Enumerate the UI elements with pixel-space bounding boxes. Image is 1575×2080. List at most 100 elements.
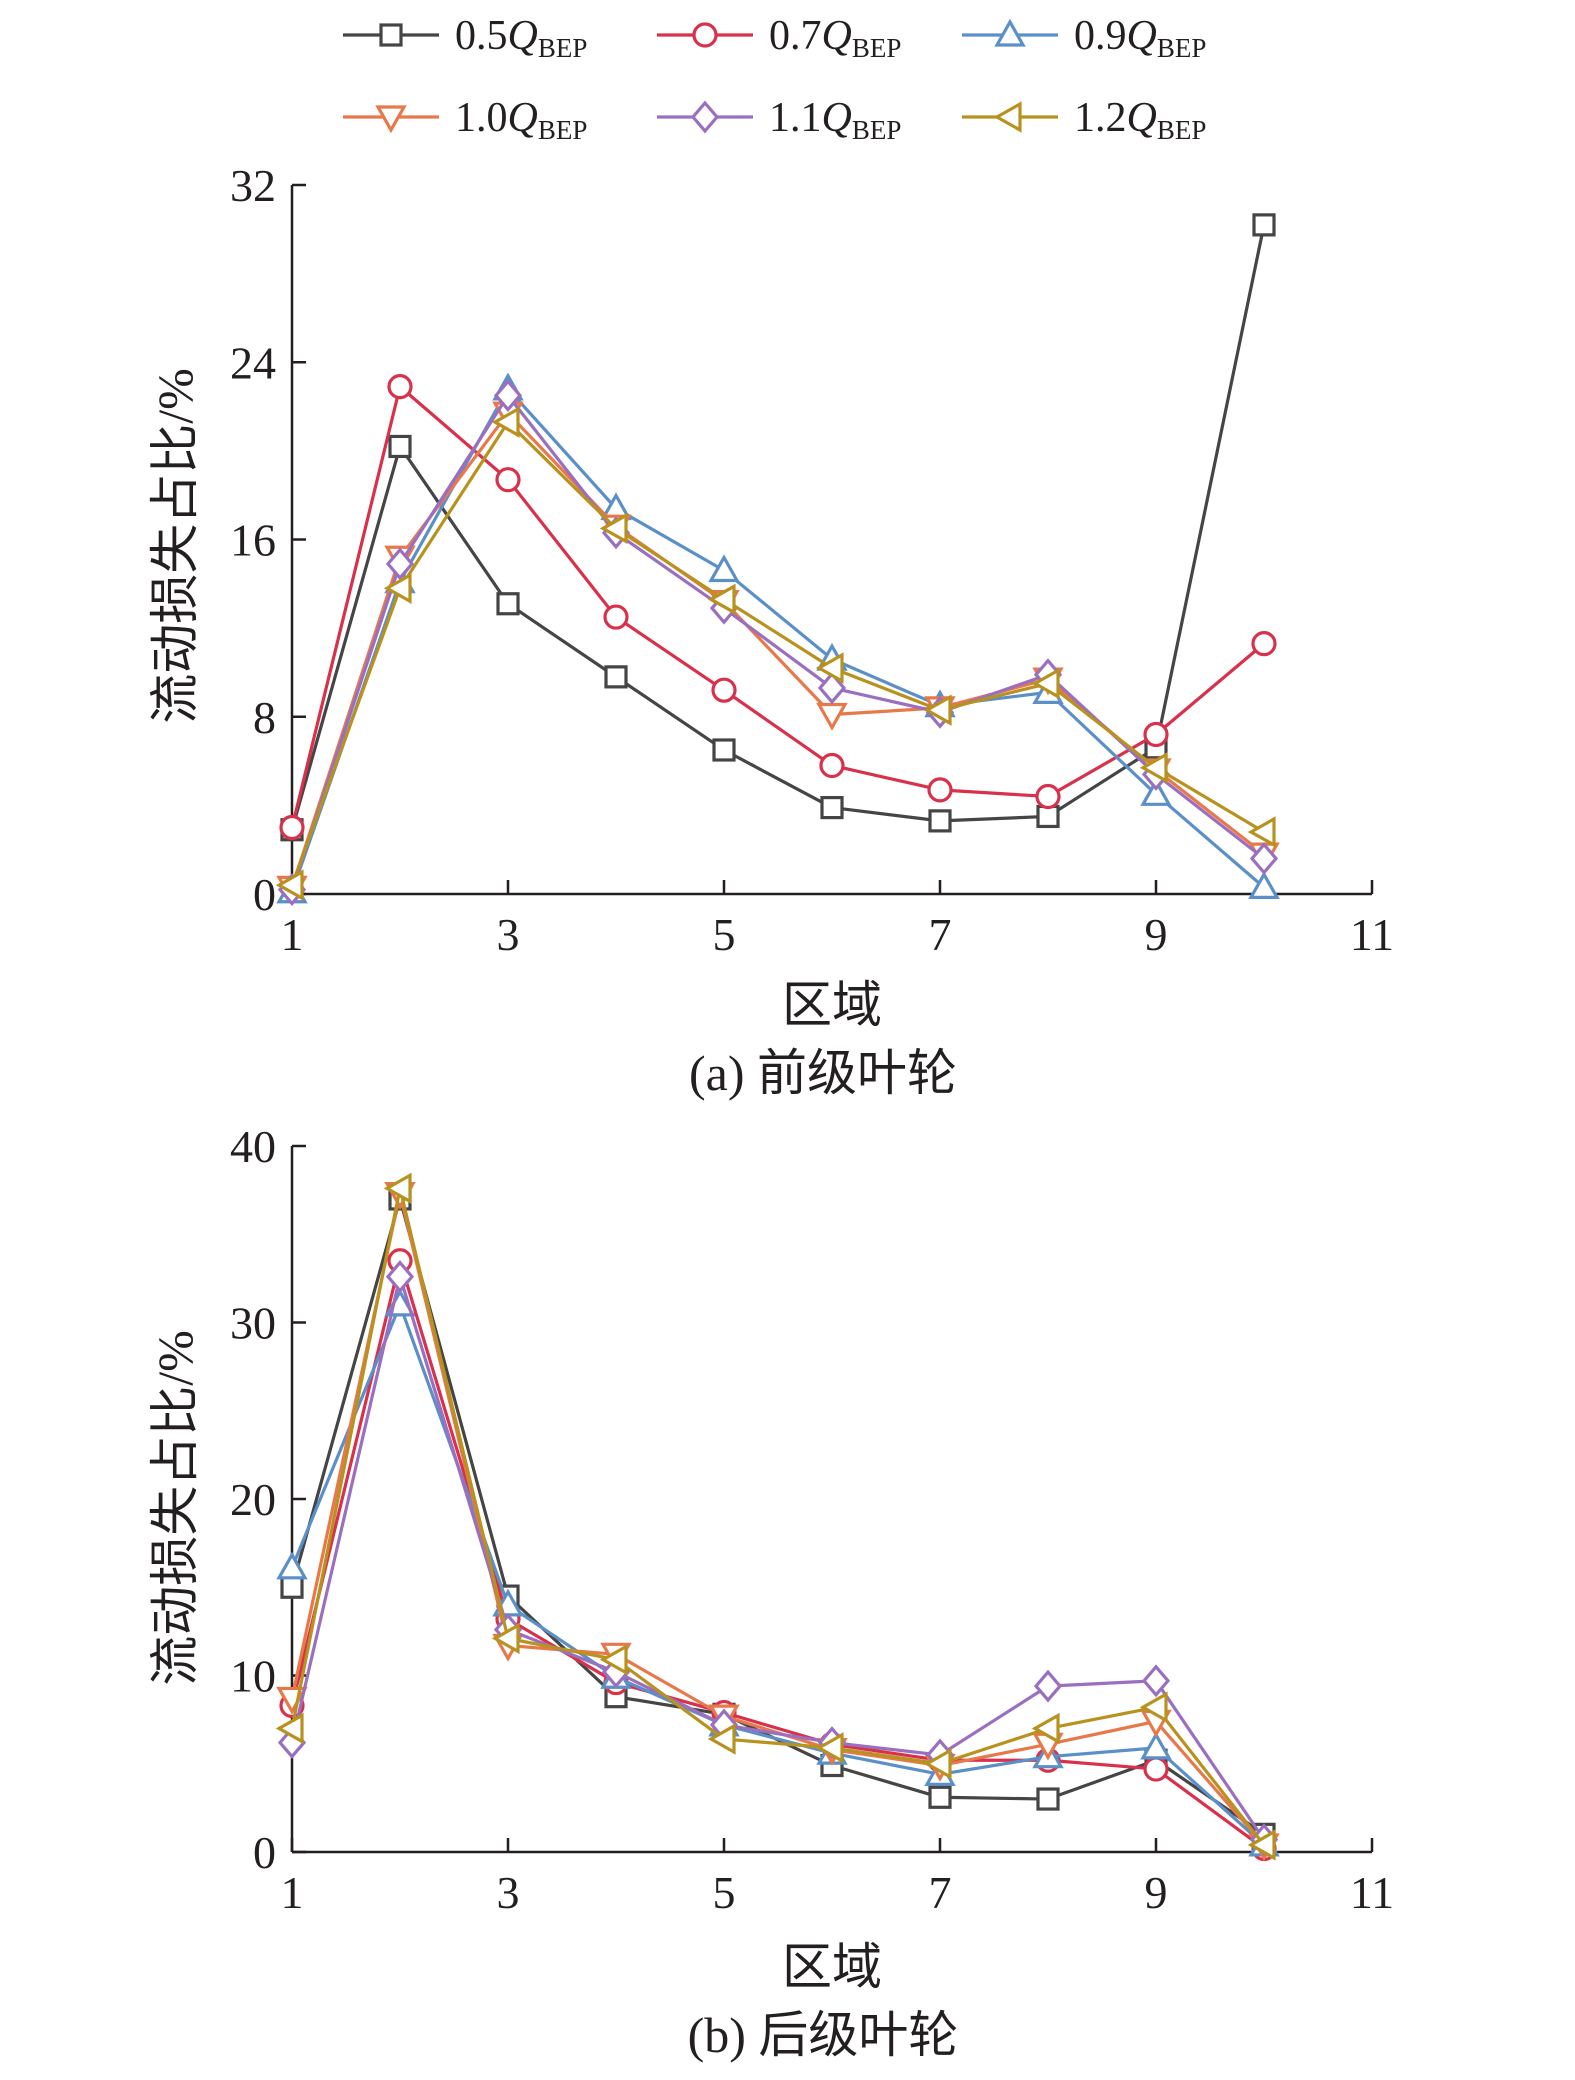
legend-item: 1.1QBEP [657,95,901,145]
legend-item: 1.0QBEP [343,95,587,145]
panel-a-data-point [712,738,736,762]
legend-q: Q [1127,95,1157,141]
legend-label: 1.1QBEP [769,95,901,145]
panel-a-data-point [817,671,847,705]
panel-b-data-point [1139,1691,1168,1724]
legend-q: Q [1127,13,1157,59]
panel-b-y-tick-label: 20 [230,1474,276,1525]
legend-marker [379,23,403,47]
panel-a-data-point [1247,816,1276,848]
panel-b-series-layer [275,1172,1280,1862]
panel-b-chart: 0 10 20 30 40 1 3 5 7 9 11 区域 流动损失占比/% (b) 后级叶轮 [147,1121,1394,2063]
panel-b-x-tick-label: 11 [1350,1867,1394,1918]
legend-label: 0.7QBEP [769,13,901,63]
panel-b-x-axis-label: 区域 [782,1939,882,1995]
panel-b-series-line [290,1259,1265,1850]
panel-b-data-point [276,1551,308,1580]
panel-b-x-tick-label: 3 [497,1867,520,1918]
panel-b-data-point [1036,1787,1060,1811]
panel-b-data-point [275,1712,304,1745]
panel-a-data-point [1036,804,1060,829]
legend-sub: BEP [538,115,588,145]
legend-q: Q [508,95,538,141]
panel-a-y-tick-label: 0 [253,869,276,920]
legend-sub: BEP [1157,33,1207,63]
legend-q: Q [822,95,852,141]
panel-a-series-line [290,224,1266,831]
legend-label: 0.5QBEP [455,13,587,63]
panel-a-series-1.2QBEP [275,406,1276,901]
panel-a-data-point [819,752,845,779]
panel-a-data-point [604,665,628,689]
panel-b-y-axis-label: 流动损失占比/% [147,1330,203,1686]
panel-a-data-point [708,554,740,583]
panel-a-y-tick-label: 32 [230,160,276,211]
panel-a-data-point [923,694,952,726]
panel-a-data-point [1251,631,1277,657]
panel-b-series-0.7QBEP [279,1248,1277,1862]
legend-item: 0.9QBEP [962,13,1206,63]
legend-marker [993,101,1022,133]
legend-sub: BEP [852,115,902,145]
panel-a-data-point [388,434,412,459]
legend-marker [692,22,718,48]
panel-a-chart: 0 8 16 24 32 1 3 5 7 9 11 区域 流动损失占比/% (a) 前级叶轮 [147,160,1394,1101]
panel-a-series-layer [275,213,1280,907]
panel-b-y-tick-label: 40 [230,1121,276,1172]
legend-item: 0.7QBEP [657,13,901,63]
panel-b-data-point [707,1723,736,1755]
panel-b-x-tick-label: 1 [281,1867,304,1918]
panel-a-series-1.0QBEP [276,401,1280,904]
panel-b-data-point [599,1643,628,1676]
panel-b-series-line [290,1275,1266,1841]
panel-a-data-point [1031,667,1060,700]
panel-b-series-1.1QBEP [277,1260,1279,1857]
legend-label: 1.0QBEP [455,95,587,145]
panel-a-x-tick-label: 7 [929,909,952,960]
panel-a-data-point [1139,751,1168,784]
panel-b-series-1.2QBEP [275,1172,1276,1861]
panel-a-x-tick-label: 5 [713,909,736,960]
panel-b-data-point [280,1575,304,1599]
panel-a-data-point [387,374,413,400]
panel-b-data-point [1140,1731,1172,1760]
legend-q: Q [508,13,538,59]
panel-a-y-tick-label: 16 [230,515,276,566]
panel-a-data-point [1248,871,1280,899]
panel-b-data-point [1031,1712,1060,1745]
panel-a-data-point [603,604,629,630]
panel-a-data-point [816,702,848,731]
panel-b-data-point [1141,1664,1171,1698]
legend-coef: 0.5 [455,13,508,59]
panel-b-data-point [1033,1669,1063,1703]
panel-b-data-point [1143,1756,1169,1782]
panel-b-series-line [290,1192,1266,1846]
panel-b-data-point [923,1748,952,1780]
panel-b-y-tick-label: 30 [230,1298,276,1349]
panel-a-series-line [290,387,1266,893]
legend-item: 1.2QBEP [962,95,1206,145]
panel-a-series-1.1QBEP [277,379,1279,907]
panel-b-data-point [491,1622,520,1655]
panel-a-x-tick-label: 9 [1145,909,1168,960]
panel-a-data-point [275,869,304,901]
panel-b-series-0.5QBEP [280,1187,1276,1846]
legend-label: 1.2QBEP [1074,95,1206,145]
legend-q: Q [822,13,852,59]
panel-b-caption: (b) 后级叶轮 [688,2007,959,2063]
panel-a-series-line [290,420,1265,886]
panel-a-y-axis-label: 流动损失占比/% [147,368,203,724]
panel-a-data-point [1140,778,1172,806]
panel-b-data-point [383,1172,412,1205]
panel-a-series-0.7QBEP [279,374,1277,841]
panel-a-data-point [711,677,737,703]
panel-a-x-tick-label: 11 [1350,909,1394,960]
panel-b-series-line [290,1186,1266,1846]
panel-b-data-point [815,1732,844,1764]
panel-a-y-tick-label: 8 [253,692,276,743]
panel-a-data-point [1249,842,1279,876]
panel-b-data-point [385,1260,415,1294]
panel-a-series-line [290,385,1266,828]
